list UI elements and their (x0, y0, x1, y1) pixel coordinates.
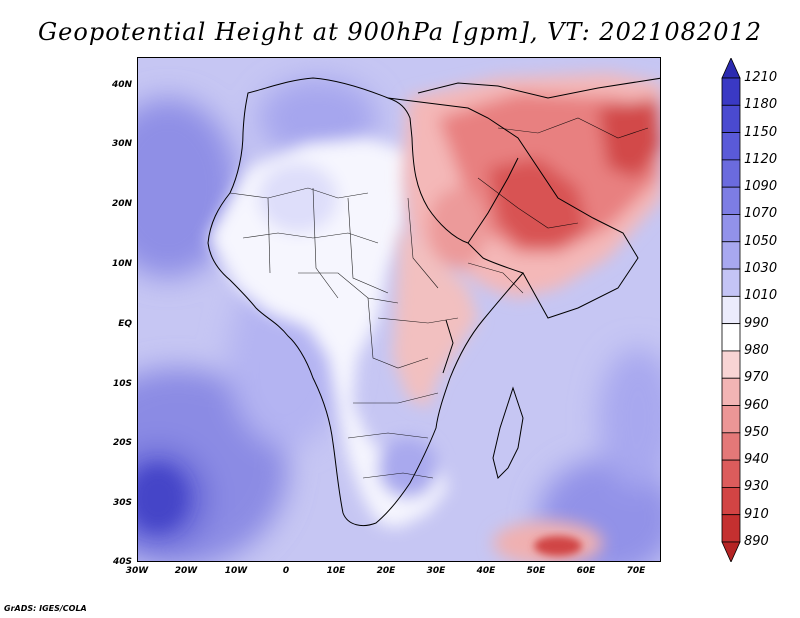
lat-tick-label: 40N (111, 80, 132, 90)
lat-tick-label: 30N (111, 139, 132, 149)
legend-tick-label: 930 (744, 479, 769, 495)
color-legend (721, 58, 741, 562)
lat-tick-label: 10S (112, 379, 132, 389)
legend-swatch (721, 514, 741, 543)
legend-top-arrow (721, 58, 741, 79)
legend-tick-label: 1050 (744, 233, 778, 249)
lon-tick-label: 60E (576, 566, 596, 576)
low-height-zones (393, 73, 660, 408)
deep-high-core (138, 466, 186, 530)
legend-swatch (721, 77, 741, 106)
legend-swatch (721, 350, 741, 379)
legend-tick-label: 1010 (744, 288, 778, 304)
map-panel (137, 57, 661, 562)
legend-swatch (721, 432, 741, 461)
legend-swatch (721, 186, 741, 215)
lat-tick-label: 20N (111, 199, 132, 209)
lon-tick-label: 10E (326, 566, 346, 576)
legend-swatch (721, 104, 741, 133)
southern-low-core (534, 536, 582, 556)
lat-tick-label: 10N (111, 259, 132, 269)
lat-tick-label: 20S (112, 438, 132, 448)
lat-tick-label: EQ (118, 319, 132, 329)
legend-tick-label: 1210 (744, 70, 778, 85)
legend-tick-label: 970 (744, 370, 769, 386)
lon-tick-label: 30E (426, 566, 446, 576)
lon-tick-label: 10W (224, 566, 248, 576)
legend-bottom-arrow (721, 541, 741, 562)
lon-tick-label: 70E (626, 566, 646, 576)
coastlines (207, 77, 660, 526)
legend-swatch (721, 159, 741, 188)
legend-tick-label: 1150 (744, 124, 778, 140)
lat-tick-label: 40S (112, 557, 132, 567)
legend-swatch (721, 323, 741, 352)
neutral-land-zone (208, 138, 448, 528)
lon-tick-label: 40E (476, 566, 496, 576)
legend-tick-label: 890 (744, 534, 769, 549)
legend-swatch (721, 214, 741, 243)
lon-tick-label: 0 (282, 566, 290, 576)
legend-tick-label: 940 (744, 452, 769, 468)
legend-tick-label: 950 (744, 424, 769, 440)
legend-swatch (721, 268, 741, 297)
lat-tick-label: 30S (112, 498, 132, 508)
lon-tick-label: 50E (526, 566, 546, 576)
legend-tick-label: 1180 (744, 97, 778, 113)
grads-credit: GrADS: IGES/COLA (4, 604, 87, 613)
legend-swatch (721, 377, 741, 406)
legend-tick-label: 980 (744, 342, 769, 358)
lon-tick-label: 30W (125, 566, 149, 576)
legend-tick-label: 960 (744, 397, 769, 413)
map-title: Geopotential Height at 900hPa [gpm], VT:… (38, 18, 762, 46)
legend-tick-label: 990 (744, 315, 769, 331)
legend-swatch (721, 405, 741, 434)
legend-tick-label: 1070 (744, 206, 778, 222)
legend-swatch (721, 295, 741, 325)
map-canvas (138, 58, 660, 561)
lon-tick-label: 20W (174, 566, 198, 576)
legend-tick-label: 1090 (744, 179, 778, 195)
legend-swatch (721, 241, 741, 270)
lon-tick-label: 20E (376, 566, 396, 576)
legend-swatch (721, 487, 741, 516)
legend-tick-label: 910 (744, 506, 769, 522)
legend-swatch (721, 459, 741, 488)
legend-tick-label: 1120 (744, 151, 778, 167)
legend-tick-label: 1030 (744, 261, 778, 277)
legend-swatch (721, 132, 741, 161)
country-borders (229, 117, 649, 479)
